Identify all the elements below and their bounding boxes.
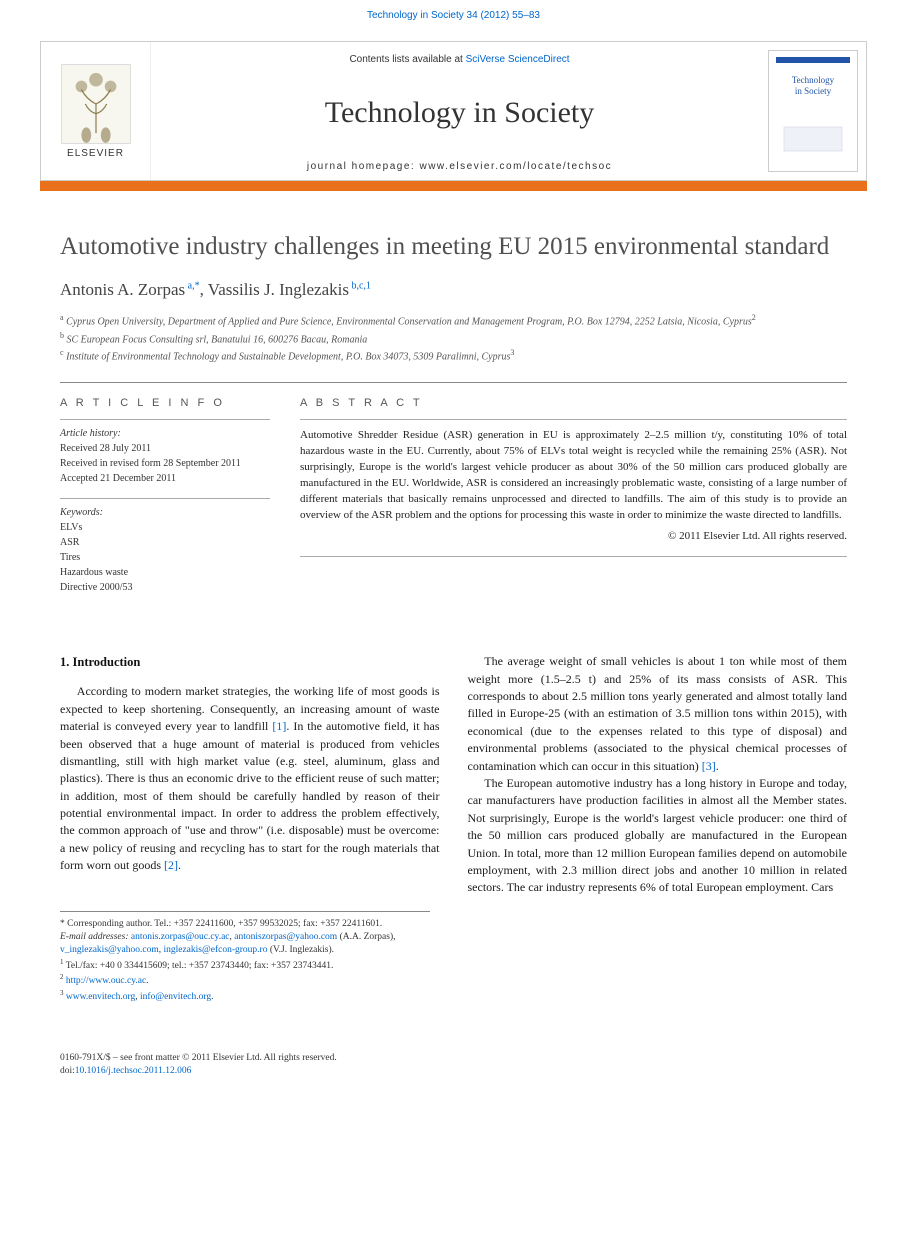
journal-header: ELSEVIER Contents lists available at Sci… (40, 41, 867, 181)
email-link[interactable]: antoniszorpas@yahoo.com (234, 932, 337, 942)
keyword: Directive 2000/53 (60, 580, 270, 595)
doi-link[interactable]: 10.1016/j.techsoc.2011.12.006 (75, 1066, 192, 1076)
divider (60, 382, 847, 383)
footer-meta: 0160-791X/$ – see front matter © 2011 El… (60, 1052, 847, 1079)
abstract-copyright: © 2011 Elsevier Ltd. All rights reserved… (300, 530, 847, 542)
article-history: Article history: Received 28 July 2011 R… (60, 428, 270, 486)
footnote: 2 http://www.ouc.cy.ac. (60, 973, 430, 988)
journal-cover-thumbnail: Technologyin Society (768, 50, 858, 172)
affiliation: c Institute of Environmental Technology … (60, 347, 847, 364)
email-link[interactable]: antonis.zorpas@ouc.cy.ac (131, 932, 230, 942)
publisher-logo-box: ELSEVIER (41, 42, 151, 180)
history-item: Accepted 21 December 2011 (60, 471, 270, 486)
article-info-heading: A R T I C L E I N F O (60, 397, 270, 409)
front-matter-line: 0160-791X/$ – see front matter © 2011 El… (60, 1052, 847, 1065)
history-item: Received in revised form 28 September 20… (60, 456, 270, 471)
divider (300, 419, 847, 420)
affiliation: b SC European Focus Consulting srl, Bana… (60, 330, 847, 347)
footnote: 1 Tel./fax: +40 0 334415609; tel.: +357 … (60, 958, 430, 973)
email-addresses: E-mail addresses: antonis.zorpas@ouc.cy.… (60, 931, 430, 958)
footnotes: * Corresponding author. Tel.: +357 22411… (60, 911, 430, 1004)
email-link[interactable]: v_inglezakis@yahoo.com (60, 945, 159, 955)
info-abstract-row: A R T I C L E I N F O Article history: R… (60, 397, 847, 607)
citation-link[interactable]: [3] (702, 759, 716, 773)
url-link[interactable]: http://www.ouc.cy.ac (66, 976, 146, 986)
running-head: Technology in Society 34 (2012) 55–83 (0, 10, 907, 21)
body-columns: 1. Introduction According to modern mark… (60, 653, 847, 896)
url-link[interactable]: www.envitech.org (66, 992, 135, 1002)
keyword: Hazardous waste (60, 565, 270, 580)
divider (300, 556, 847, 557)
abstract-heading: A B S T R A C T (300, 397, 847, 409)
body-paragraph: The average weight of small vehicles is … (468, 653, 848, 775)
article-body: Automotive industry challenges in meetin… (0, 231, 907, 1034)
affiliation: a Cyprus Open University, Department of … (60, 312, 847, 329)
email-link[interactable]: info@envitech.org (140, 992, 211, 1002)
body-paragraph: The European automotive industry has a l… (468, 775, 848, 897)
header-center: Contents lists available at SciVerse Sci… (151, 42, 768, 180)
journal-homepage-line: journal homepage: www.elsevier.com/locat… (307, 161, 612, 172)
email-link[interactable]: inglezakis@efcon-group.ro (163, 945, 267, 955)
divider (60, 498, 270, 499)
doi-line: doi:10.1016/j.techsoc.2011.12.006 (60, 1065, 847, 1078)
cover-top-mark (776, 57, 850, 75)
running-head-link[interactable]: Technology in Society 34 (2012) 55–83 (367, 10, 540, 21)
contents-available-line: Contents lists available at SciVerse Sci… (349, 54, 569, 65)
keywords-block: Keywords: ELVs ASR Tires Hazardous waste… (60, 507, 270, 595)
author: Vassilis J. Inglezakis b,c,1 (208, 280, 371, 299)
article-title: Automotive industry challenges in meetin… (60, 231, 847, 262)
body-paragraph: According to modern market strategies, t… (60, 683, 440, 874)
history-label: Article history: (60, 428, 270, 439)
abstract: A B S T R A C T Automotive Shredder Resi… (300, 397, 847, 607)
journal-name: Technology in Society (325, 96, 595, 130)
elsevier-tree-icon (61, 64, 131, 144)
author-line: Antonis A. Zorpas a,*, Vassilis J. Ingle… (60, 280, 847, 300)
history-item: Received 28 July 2011 (60, 441, 270, 456)
footnote: 3 www.envitech.org, info@envitech.org. (60, 989, 430, 1004)
sciencedirect-link[interactable]: SciVerse ScienceDirect (466, 54, 570, 65)
keywords-label: Keywords: (60, 507, 270, 518)
keyword: ASR (60, 535, 270, 550)
keyword: ELVs (60, 520, 270, 535)
article-info: A R T I C L E I N F O Article history: R… (60, 397, 270, 607)
affiliations: a Cyprus Open University, Department of … (60, 312, 847, 364)
orange-rule (40, 181, 867, 191)
abstract-text: Automotive Shredder Residue (ASR) genera… (300, 428, 847, 524)
corresponding-author-note: * Corresponding author. Tel.: +357 22411… (60, 918, 430, 931)
publisher-name: ELSEVIER (67, 148, 124, 159)
cover-art (776, 97, 850, 157)
citation-link[interactable]: [1] (272, 719, 286, 733)
section-heading: 1. Introduction (60, 653, 440, 671)
author: Antonis A. Zorpas a,* (60, 280, 200, 299)
keyword: Tires (60, 550, 270, 565)
divider (60, 419, 270, 420)
citation-link[interactable]: [2] (164, 858, 178, 872)
cover-title: Technologyin Society (792, 75, 834, 97)
